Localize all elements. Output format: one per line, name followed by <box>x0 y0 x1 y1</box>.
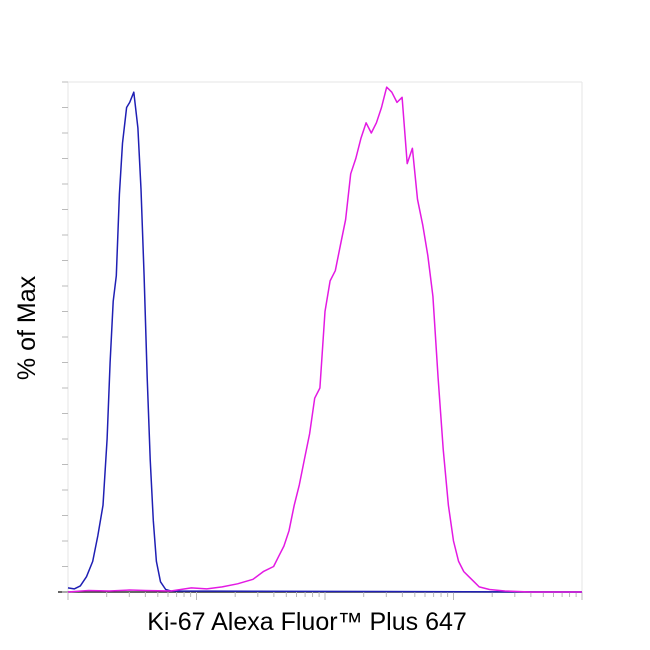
series-layer <box>67 86 583 593</box>
series-line-2 <box>67 86 582 593</box>
series-line-1 <box>67 91 583 593</box>
x-axis-label: Ki-67 Alexa Fluor™ Plus 647 <box>147 608 467 636</box>
y-axis-label: % of Max <box>13 275 41 380</box>
x-axis-ticks <box>67 592 583 600</box>
y-axis-ticks <box>62 81 68 593</box>
